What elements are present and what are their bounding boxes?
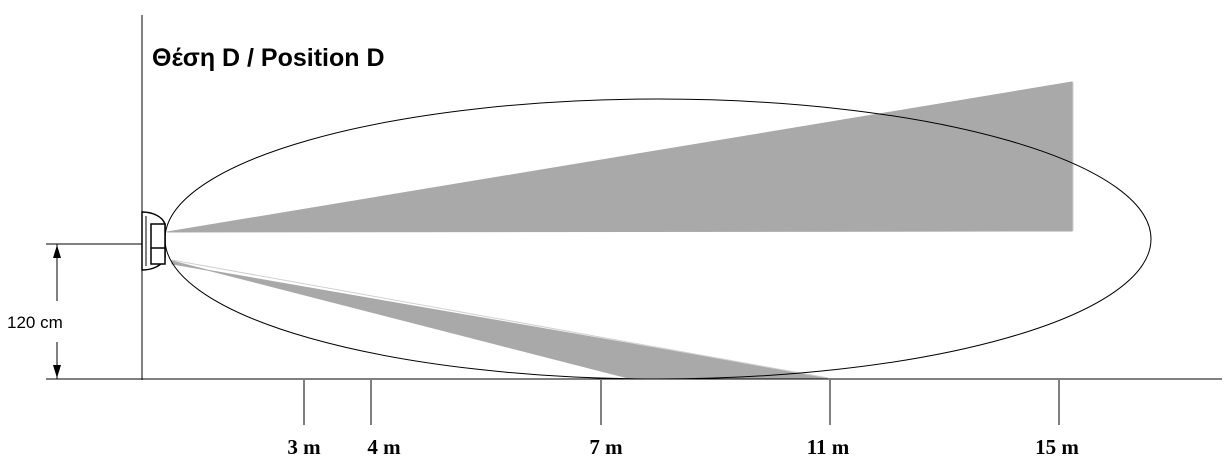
detector-sensor bbox=[141, 211, 166, 271]
mounting-height-label: 120 cm bbox=[7, 313, 63, 332]
distance-label-15m: 15 m bbox=[1035, 435, 1079, 459]
long-range-zone bbox=[166, 81, 1073, 233]
distance-ticks bbox=[303, 380, 1060, 425]
height-dimension bbox=[46, 243, 142, 380]
lower-zone-edge bbox=[171, 259, 829, 379]
diagram-title: Θέση D / Position D bbox=[152, 44, 385, 72]
distance-label-3m: 3 m bbox=[287, 435, 321, 459]
distance-label-7m: 7 m bbox=[589, 435, 623, 459]
distance-label-11m: 11 m bbox=[807, 435, 850, 459]
distance-label-4m: 4 m bbox=[367, 435, 401, 459]
